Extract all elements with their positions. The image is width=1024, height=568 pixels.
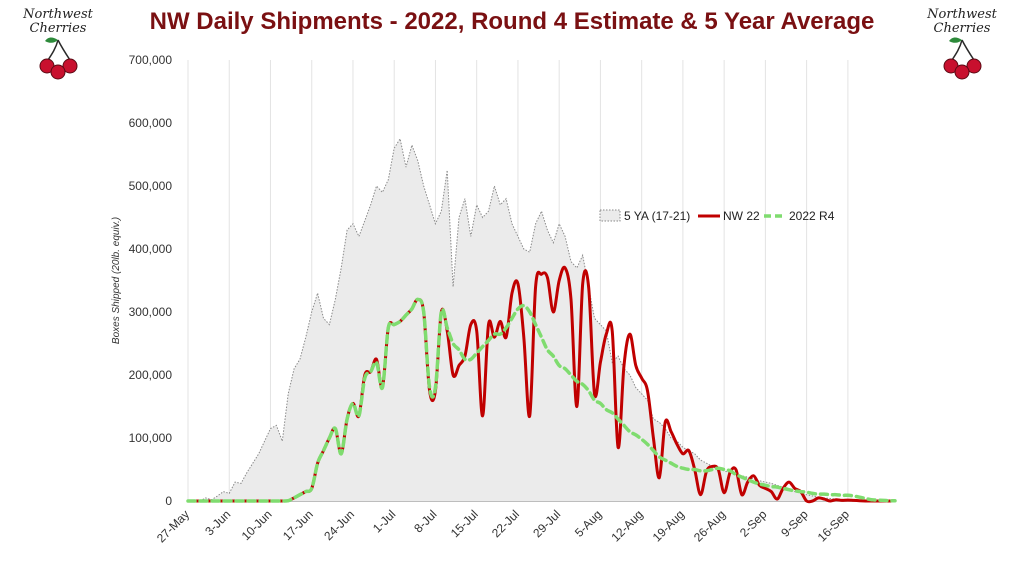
y-tick-label: 500,000: [129, 179, 173, 193]
x-tick-label: 12-Aug: [609, 507, 646, 544]
y-tick-label: 700,000: [129, 53, 173, 67]
legend-swatch-5ya: [599, 209, 621, 222]
x-tick-label: 10-Jun: [239, 507, 275, 543]
x-tick-label: 15-Jul: [448, 507, 481, 540]
x-tick-label: 29-Jul: [530, 507, 563, 540]
x-tick-label: 1-Jul: [370, 507, 398, 535]
legend-label-nw22: NW 22: [723, 209, 760, 223]
logo-text: Northwest Cherries: [18, 8, 98, 36]
x-tick-label: 24-Jun: [321, 507, 357, 543]
x-tick-label: 9-Sep: [778, 507, 811, 540]
x-tick-label: 17-Jun: [280, 507, 316, 543]
x-tick-label: 2-Sep: [737, 507, 770, 540]
y-tick-label: 200,000: [129, 368, 173, 382]
legend-label-2022-r4: 2022 R4: [789, 209, 835, 223]
x-tick-label: 16-Sep: [815, 507, 852, 544]
x-tick-label: 27-May: [154, 507, 192, 545]
y-tick-label: 0: [165, 494, 172, 508]
series-line-2022-r4: [186, 297, 897, 503]
x-tick-label: 3-Jun: [202, 507, 233, 538]
x-tick-label: 5-Aug: [572, 507, 605, 540]
logo-line-1: Northwest: [927, 7, 997, 22]
y-tick-label: 600,000: [129, 116, 173, 130]
northwest-cherries-logo-right: Northwest Cherries: [922, 4, 1002, 80]
y-tick-label: 100,000: [129, 431, 173, 445]
logo-line-2: Cherries: [29, 21, 87, 36]
legend-label-5ya: 5 YA (17-21): [624, 209, 690, 223]
northwest-cherries-logo-left: Northwest Cherries: [18, 4, 98, 80]
cherry-icon: [943, 37, 982, 80]
logo-text: Northwest Cherries: [922, 8, 1002, 36]
logo-line-2: Cherries: [933, 21, 991, 36]
y-tick-label: 300,000: [129, 305, 173, 319]
x-tick-label: 22-Jul: [489, 507, 522, 540]
x-tick-label: 8-Jul: [411, 507, 439, 535]
x-tick-label: 19-Aug: [650, 507, 687, 544]
logo-line-1: Northwest: [23, 7, 93, 22]
series-area-5ya: [188, 138, 895, 502]
cherry-icon: [39, 37, 78, 80]
chart-title: NW Daily Shipments - 2022, Round 4 Estim…: [149, 8, 875, 35]
y-axis-title: Boxes Shipped (20lb. equiv.): [111, 217, 122, 344]
y-tick-label: 400,000: [129, 242, 173, 256]
x-tick-label: 26-Aug: [691, 507, 728, 544]
